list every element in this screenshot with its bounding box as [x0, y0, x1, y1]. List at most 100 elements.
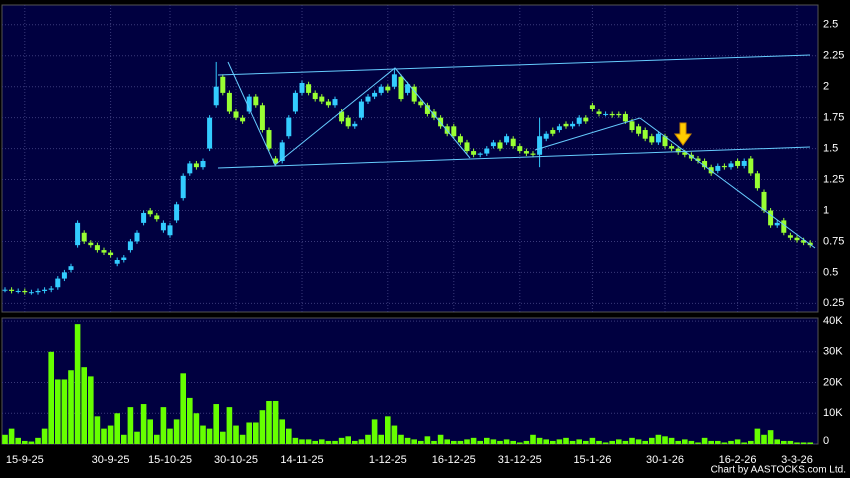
volume-bar	[437, 434, 444, 444]
candle-body	[325, 101, 331, 106]
candle-body	[781, 220, 787, 233]
candle-body	[167, 225, 173, 236]
volume-bar	[48, 351, 54, 444]
candle-body	[583, 117, 589, 122]
x-tick-label: 1-12-25	[369, 454, 407, 466]
volume-bar	[563, 437, 569, 444]
volume-bar	[391, 425, 398, 444]
volume-bar	[246, 422, 252, 444]
candle-body	[339, 111, 345, 122]
volume-bar	[748, 440, 754, 444]
y-tick-label: 0.75	[823, 235, 844, 247]
trend-line	[217, 54, 811, 76]
volume-bar	[635, 439, 642, 444]
candle-body	[2, 289, 8, 291]
candle-body	[266, 130, 272, 149]
volume-bar	[490, 439, 497, 444]
volume-bar	[2, 434, 8, 444]
trend-lines	[217, 54, 816, 249]
volume-bar	[180, 373, 186, 444]
candle-body	[471, 151, 477, 155]
volume-bar	[543, 439, 549, 444]
volume-bar	[332, 440, 338, 444]
y2-tick-label: 20K	[823, 376, 843, 388]
candle-body	[457, 136, 463, 143]
candle-body	[332, 99, 338, 106]
candle-body	[609, 113, 615, 116]
candle-body	[490, 142, 496, 147]
candle-body	[754, 173, 760, 189]
candle-body	[372, 92, 378, 97]
volume-bar	[662, 436, 668, 444]
volume-bar	[754, 428, 761, 444]
y-tick-label: 1.75	[823, 112, 844, 124]
x-tick-label: 30-9-25	[92, 454, 130, 466]
candle-body	[550, 130, 556, 134]
volume-bar	[444, 439, 450, 444]
volume-bar	[272, 400, 279, 444]
candle-body	[411, 86, 417, 102]
candle-body	[312, 92, 318, 100]
volume-bar	[404, 437, 411, 444]
volume-bar	[299, 439, 305, 444]
volume-bar	[655, 434, 662, 444]
candle-body	[352, 123, 358, 127]
volume-bar	[728, 440, 734, 444]
candle-body	[94, 245, 100, 251]
candle-body	[134, 232, 140, 242]
volume-bar	[701, 437, 708, 444]
volume-bar	[576, 439, 582, 444]
candle-body	[101, 250, 107, 253]
x-tick-label: 15-1-26	[573, 454, 611, 466]
y-tick-label: 1	[823, 204, 829, 216]
volume-bar	[418, 440, 424, 444]
volume-bar	[477, 440, 483, 444]
candle-body	[655, 133, 661, 143]
candle-body	[629, 121, 635, 131]
volume-bar	[107, 425, 114, 444]
candle-body	[226, 92, 232, 112]
y2-tick-label: 40K	[823, 315, 843, 327]
volume-bar	[61, 379, 68, 444]
trend-line	[639, 117, 816, 249]
candle-body	[768, 210, 774, 226]
volume-bar	[121, 434, 127, 444]
x-tick-label: 15-10-25	[148, 454, 192, 466]
volume-bar	[114, 413, 120, 444]
volume-bar	[8, 428, 15, 444]
candle-body	[180, 175, 186, 199]
candle-body	[563, 123, 569, 127]
volume-bar	[68, 370, 74, 444]
volume-bar	[688, 440, 695, 444]
volume-bar	[556, 439, 563, 444]
candle-body	[154, 215, 160, 220]
candle-body	[68, 266, 74, 270]
candle-body	[576, 117, 582, 124]
candle-body	[15, 290, 21, 292]
volume-bar	[213, 404, 219, 444]
volume-panel	[1, 317, 819, 445]
y-tick-label: 2	[823, 81, 829, 93]
candle-body	[537, 136, 543, 155]
volume-bar	[74, 324, 81, 444]
volume-bar	[596, 440, 602, 444]
volume-bar	[589, 437, 596, 444]
volume-bar	[569, 440, 576, 444]
candle-body	[616, 113, 622, 116]
volume-bar	[668, 437, 675, 444]
volume-bar	[338, 437, 345, 444]
candle-body	[61, 272, 67, 279]
volume-bar	[517, 442, 523, 444]
y-tick-label: 1.25	[823, 173, 844, 185]
volume-bar	[649, 437, 655, 444]
candle-body	[418, 101, 424, 106]
candle-body	[187, 163, 193, 174]
candle-body	[556, 126, 562, 131]
volume-bar	[523, 440, 530, 444]
x-tick-label: 14-11-25	[280, 454, 323, 466]
x-tick-label: 31-12-25	[498, 454, 542, 466]
volume-bar	[226, 407, 233, 444]
volume-bar	[266, 400, 272, 444]
volume-bar	[787, 440, 794, 444]
volume-bar	[55, 379, 61, 444]
